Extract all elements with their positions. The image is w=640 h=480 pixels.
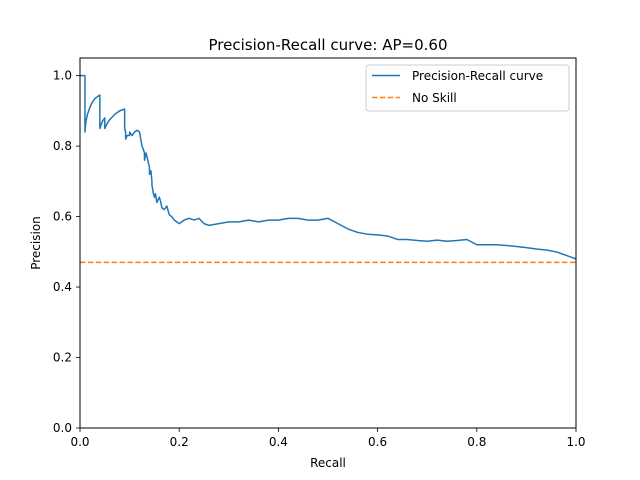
y-tick-label: 0.4 bbox=[53, 280, 72, 294]
x-tick-label: 0.4 bbox=[269, 435, 288, 449]
y-tick-label: 1.0 bbox=[53, 69, 72, 83]
series-line-precision-recall bbox=[80, 74, 576, 260]
x-tick-label: 0.6 bbox=[368, 435, 387, 449]
x-tick-label: 1.0 bbox=[566, 435, 585, 449]
series-layer bbox=[80, 74, 576, 264]
x-tick-label: 0.8 bbox=[467, 435, 486, 449]
y-tick-label: 0.6 bbox=[53, 210, 72, 224]
plot-area bbox=[79, 57, 577, 429]
chart-title: Precision-Recall curve: AP=0.60 bbox=[209, 36, 448, 54]
x-tick-label: 0.0 bbox=[70, 435, 89, 449]
legend-label-no-skill: No Skill bbox=[412, 91, 457, 105]
axes-frame bbox=[79, 57, 577, 429]
x-tick-label: 0.2 bbox=[170, 435, 189, 449]
y-axis-ticks: 0.0 0.2 0.4 0.6 0.8 1.0 bbox=[53, 69, 80, 435]
x-axis-label: Recall bbox=[310, 456, 346, 470]
legend-label-precision-recall: Precision-Recall curve bbox=[412, 69, 543, 83]
x-axis-ticks: 0.0 0.2 0.4 0.6 0.8 1.0 bbox=[70, 428, 586, 449]
y-tick-label: 0.0 bbox=[53, 421, 72, 435]
y-tick-label: 0.8 bbox=[53, 139, 72, 153]
y-axis-label: Precision bbox=[29, 216, 43, 270]
legend: Precision-Recall curve No Skill bbox=[365, 64, 570, 112]
legend-box bbox=[365, 64, 570, 112]
y-tick-label: 0.2 bbox=[53, 351, 72, 365]
